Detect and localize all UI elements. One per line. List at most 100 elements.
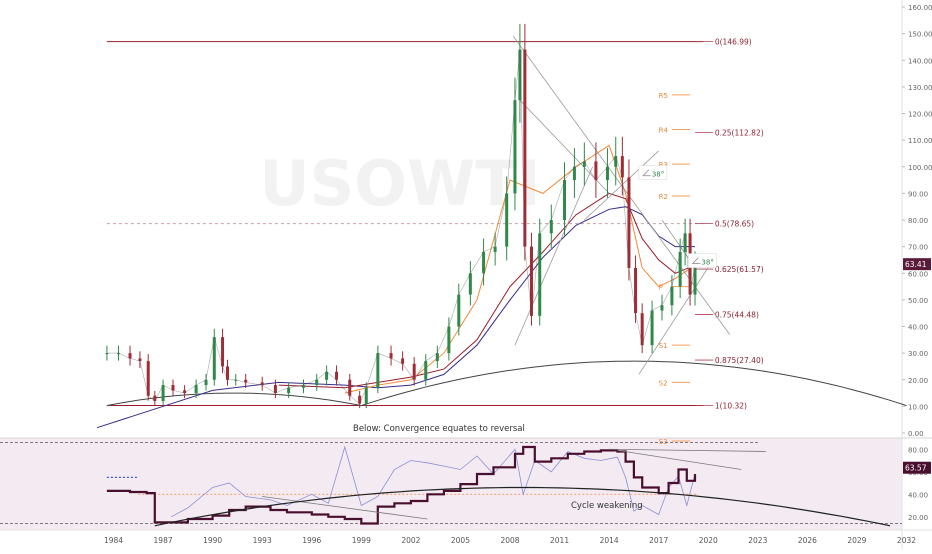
x-tick-label: 1990 xyxy=(203,536,222,545)
price-bar-body xyxy=(627,177,631,268)
x-tick-label: 2014 xyxy=(600,536,619,545)
x-tick-label: 2029 xyxy=(847,536,866,545)
price-bar-body xyxy=(518,49,522,101)
price-bar-body xyxy=(634,267,638,314)
price-bar-body xyxy=(260,382,264,386)
price-bar-body xyxy=(128,353,132,359)
price-bar-body xyxy=(358,395,362,404)
fib-level-label: 0.875(27.40) xyxy=(715,356,764,365)
angle-icon xyxy=(692,257,701,264)
osc-trend-line xyxy=(262,496,428,520)
price-bar-body xyxy=(660,305,664,311)
price-bar-body xyxy=(538,233,542,316)
main-y-tick-label: 70.00 xyxy=(908,244,928,252)
price-bar-body xyxy=(244,379,248,383)
pivot-level-label: P xyxy=(659,284,663,292)
price-bar-body xyxy=(529,246,533,316)
x-tick-label: 1984 xyxy=(104,536,123,545)
oscillator-layer xyxy=(0,442,902,527)
price-bar-body xyxy=(335,371,339,380)
angle-label-box xyxy=(638,165,668,181)
main-y-tick-label: 150.00 xyxy=(908,31,932,39)
price-badge-box xyxy=(903,258,931,271)
cycle-arc xyxy=(361,360,907,407)
price-bar-body xyxy=(670,286,674,306)
osc-cycle-arc xyxy=(154,486,891,527)
price-bar-body xyxy=(457,294,461,327)
pivot-level-label: S2 xyxy=(659,379,668,387)
price-bar-body xyxy=(563,180,567,220)
price-bar-body xyxy=(389,353,393,359)
trend-line xyxy=(514,166,593,346)
main-y-tick-label: 160.00 xyxy=(908,4,932,12)
price-bar-body xyxy=(315,379,319,386)
main-y-tick-label: 120.00 xyxy=(908,111,932,119)
main-y-tick-label: 40.00 xyxy=(908,324,928,332)
price-bar-body xyxy=(640,313,644,346)
main-plot-layer: 0(146.99) 0.25(112.82) 0.5(78.65) 0.625(61.… xyxy=(96,23,907,446)
price-bar-body xyxy=(194,385,198,394)
main-y-tick-label: 10.00 xyxy=(908,403,928,411)
ma-orange-line xyxy=(344,144,696,394)
main-y-tick-label: 50.00 xyxy=(908,297,928,305)
price-bar-body xyxy=(348,379,352,396)
pivot-level-label: R4 xyxy=(659,126,669,134)
price-bar-body xyxy=(582,161,586,167)
price-bar-body xyxy=(183,390,187,394)
main-y-tick-label: 140.00 xyxy=(908,57,932,65)
price-bar-body xyxy=(549,220,553,234)
fib-level-label: 1(10.32) xyxy=(715,402,747,411)
oscillator-pane xyxy=(0,438,902,530)
trend-line xyxy=(638,254,717,375)
ma-red-line xyxy=(278,192,696,389)
cycle-weakening-annotation: Cycle weakening xyxy=(571,501,643,511)
angle-label: 38° xyxy=(701,259,713,267)
pivot-level-label: S3 xyxy=(659,438,668,446)
angle-icon xyxy=(642,169,651,177)
price-bar-body xyxy=(482,251,486,274)
x-tick-label: 2005 xyxy=(451,536,470,545)
price-bar-body xyxy=(614,156,618,167)
x-tick-label: 1993 xyxy=(253,536,272,545)
x-tick-label: 1987 xyxy=(154,536,173,545)
osc-trend-line xyxy=(609,448,767,452)
pivot-level-label: R2 xyxy=(659,193,668,201)
price-bar-body xyxy=(138,358,142,362)
angle-label-box xyxy=(688,253,717,268)
fib-level-label: 0.75(44.48) xyxy=(715,311,759,320)
price-bar-body xyxy=(650,310,654,346)
main-y-tick-label: 110.00 xyxy=(908,137,932,145)
x-tick-label: 2011 xyxy=(550,536,569,545)
price-bar-body xyxy=(105,353,109,355)
price-bar-body xyxy=(447,326,451,354)
osc-y-tick-label: 80.00 xyxy=(908,446,928,454)
price-bar-body xyxy=(678,251,682,287)
osc-y-tick-label: 20.00 xyxy=(908,514,928,522)
price-bar-body xyxy=(412,363,416,380)
osc-trend-line xyxy=(617,449,742,470)
price-bar-body xyxy=(424,361,428,380)
cycle-arc xyxy=(106,392,362,407)
main-y-tick-label: 130.00 xyxy=(908,84,932,92)
price-bar-body xyxy=(226,366,230,380)
price-bar-body xyxy=(273,385,277,394)
price-bar-body xyxy=(523,49,527,247)
price-bar-body xyxy=(212,337,216,380)
price-bar-body xyxy=(468,273,472,295)
x-tick-label: 2023 xyxy=(748,536,767,545)
price-bar-body xyxy=(171,385,175,391)
x-tick-label: 2002 xyxy=(401,536,420,545)
price-bar-body xyxy=(683,233,687,252)
price-bar-body xyxy=(221,337,225,367)
main-y-tick-label: 0.00 xyxy=(908,430,924,438)
axes-layer: 160.00 150.00 140.00 130.00 120.00 110.00 100.… xyxy=(104,4,932,545)
price-bar-body xyxy=(505,193,509,247)
price-bar-body xyxy=(493,246,497,252)
osc-thick-line xyxy=(106,445,697,525)
price-bar-body xyxy=(620,156,624,178)
price-bar-body xyxy=(287,387,291,394)
main-y-tick-label: 100.00 xyxy=(908,164,932,172)
price-bar-body xyxy=(401,358,405,364)
osc-badge-box xyxy=(903,461,931,474)
